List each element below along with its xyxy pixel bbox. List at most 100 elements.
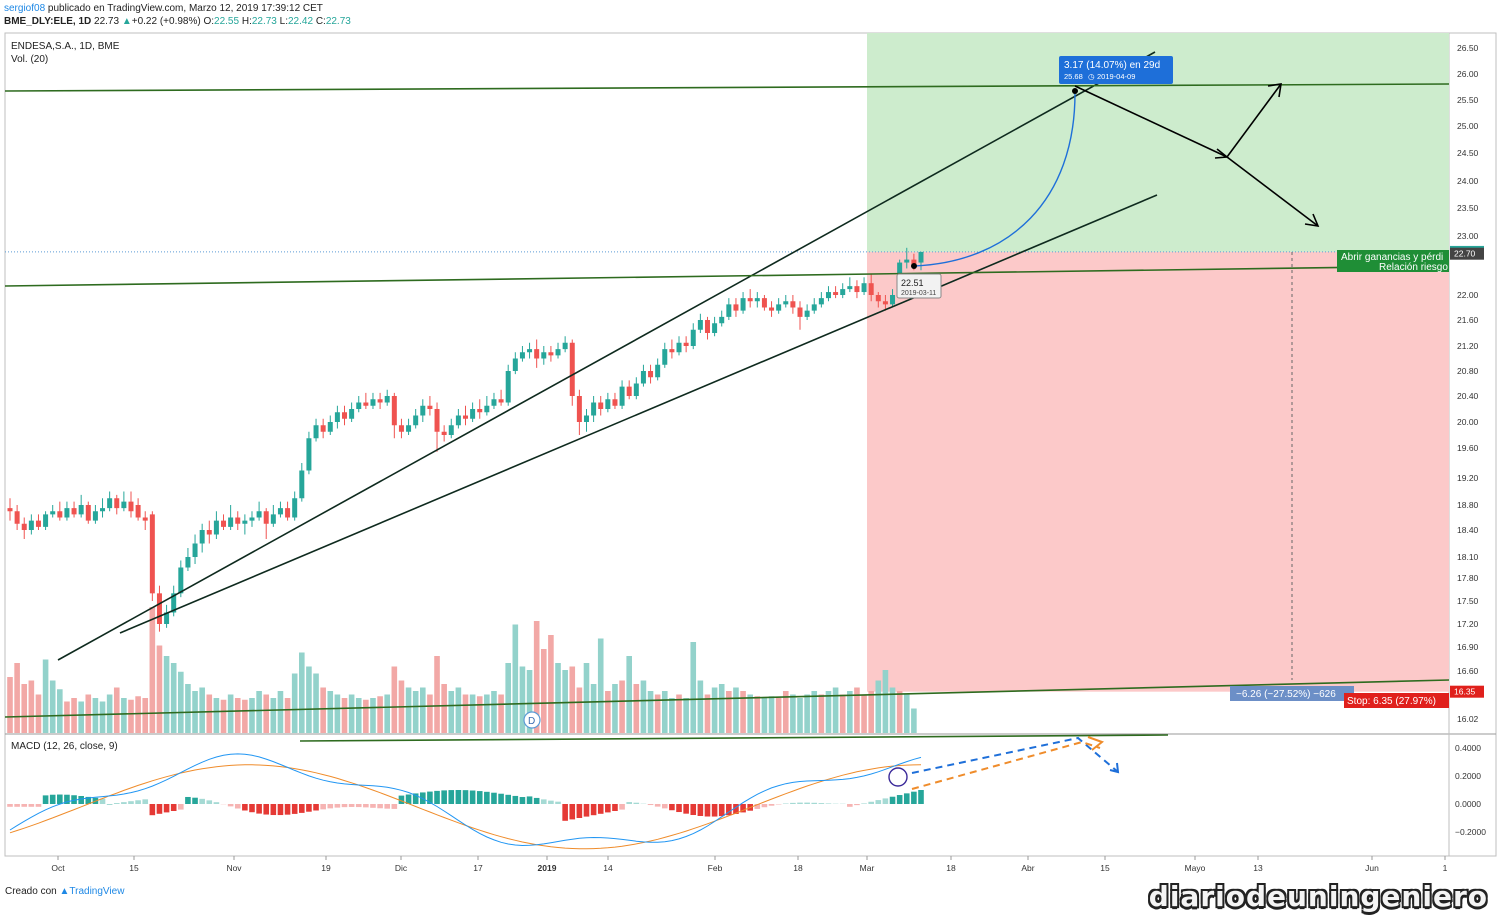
- volume-bar: [533, 621, 540, 733]
- macd-histogram-bar: [291, 804, 298, 814]
- time-tick-label: 18: [793, 863, 803, 873]
- volume-bar: [889, 687, 896, 733]
- last-price: 22.73: [94, 16, 120, 27]
- macd-histogram-bar: [476, 791, 483, 804]
- time-tick-label: 18: [946, 863, 956, 873]
- candle-body: [847, 286, 853, 290]
- macd-histogram-bar: [754, 804, 761, 809]
- macd-histogram-bar: [57, 794, 63, 804]
- candle-body: [548, 352, 554, 356]
- volume-bar: [320, 687, 326, 733]
- candle-body: [904, 259, 910, 263]
- candle-body: [263, 511, 269, 524]
- macd-histogram-bar: [21, 804, 28, 807]
- macd-histogram-bar: [299, 804, 305, 813]
- candle-body: [342, 412, 348, 419]
- header-line-2: BME_DLY:ELE, 1D 22.73 ▲+0.22 (+0.98%) O:…: [4, 16, 351, 27]
- volume-bar: [57, 689, 63, 733]
- projection-curve[interactable]: [913, 92, 1076, 267]
- macd-histogram-bar: [462, 790, 469, 804]
- macd-histogram-bar: [612, 804, 618, 811]
- stop-label-box[interactable]: [1344, 693, 1449, 708]
- volume-bar: [213, 698, 220, 733]
- macd-histogram-bar: [569, 804, 576, 820]
- candle-body: [384, 396, 390, 403]
- macd-histogram-bar: [740, 804, 746, 813]
- entry-point-marker[interactable]: [911, 263, 917, 269]
- candle-body: [349, 409, 355, 419]
- price-tick-label: 24.00: [1457, 176, 1479, 186]
- main-pane-title: ENDESA,S.A., 1D, BME: [11, 41, 120, 52]
- time-tick-label: Feb: [708, 863, 723, 873]
- macd-histogram-bar: [903, 793, 910, 804]
- channel-lower-line[interactable]: [119, 194, 1158, 634]
- volume-bar: [156, 645, 163, 733]
- macd-histogram-bar: [234, 804, 241, 809]
- candle-body: [534, 349, 540, 359]
- candle-body: [591, 402, 597, 416]
- macd-cross-marker[interactable]: [888, 767, 908, 787]
- candle-body: [583, 415, 589, 422]
- volume-bar: [825, 691, 832, 733]
- profit-label-box[interactable]: [1337, 250, 1449, 272]
- macd-histogram-bar: [854, 804, 860, 806]
- resistance-top-line[interactable]: [4, 83, 1450, 92]
- target-point-marker[interactable]: [1072, 88, 1078, 94]
- symbol-label: BME_DLY:ELE, 1D: [4, 16, 92, 27]
- arrow-head-3: [1214, 148, 1230, 159]
- candle-body: [840, 289, 846, 295]
- macd-histogram-bar: [441, 790, 447, 804]
- price-tick-label: 16.02: [1457, 714, 1479, 724]
- price-tag-label: 22.70: [1454, 249, 1476, 259]
- author-name[interactable]: sergiof08: [4, 3, 46, 14]
- volume-bar: [505, 663, 512, 733]
- stop-distance-box[interactable]: [1230, 686, 1354, 701]
- candle-body: [135, 505, 141, 518]
- candle-body: [434, 409, 440, 432]
- volume-bar: [469, 694, 476, 733]
- volume-bar: [128, 699, 134, 733]
- candle-body: [50, 511, 56, 515]
- volume-bar: [832, 687, 839, 733]
- macd-histogram-bar: [121, 802, 127, 804]
- macd-histogram-bar: [597, 804, 604, 814]
- candle-body: [697, 320, 703, 330]
- projection-arrows[interactable]: [1074, 83, 1320, 228]
- macd-top-line[interactable]: [299, 734, 1169, 742]
- candle-body: [313, 425, 319, 439]
- volume-bar: [227, 694, 234, 733]
- volume-bar: [185, 684, 191, 733]
- macd-histogram-bar: [185, 796, 191, 804]
- channel-upper-line[interactable]: [57, 51, 1156, 661]
- volume-bar: [178, 671, 184, 733]
- macd-histogram-bar: [213, 802, 220, 804]
- loss-zone[interactable]: [867, 251, 1449, 692]
- macd-histogram-bar: [562, 804, 568, 821]
- volume-bar: [854, 687, 860, 733]
- volume-bar: [633, 684, 640, 733]
- macd-histogram-bar: [405, 794, 412, 804]
- volume-bar: [669, 698, 675, 733]
- candle-body: [455, 415, 461, 426]
- candle-body: [235, 517, 241, 524]
- volume-bar: [135, 696, 141, 733]
- target-box[interactable]: [1059, 56, 1173, 84]
- macd-histogram-bar: [654, 804, 661, 807]
- footer-brand[interactable]: TradingView: [69, 886, 125, 897]
- macd-projection-blue[interactable]: [911, 736, 1119, 774]
- macd-histogram-bar: [661, 804, 668, 809]
- volume-bar: [726, 691, 732, 733]
- macd-histogram-bar: [170, 804, 177, 811]
- volume-bar: [491, 691, 497, 733]
- volume-support-line[interactable]: [4, 679, 1450, 718]
- macd-projection-orange[interactable]: [911, 740, 1101, 790]
- candle-body: [719, 316, 725, 324]
- dividend-marker[interactable]: [523, 711, 541, 729]
- candle-body: [519, 352, 525, 359]
- high-label: H:: [241, 16, 252, 27]
- resistance-mid-line[interactable]: [4, 265, 1450, 287]
- footer: Creado con ▲TradingView: [5, 886, 124, 897]
- macd-histogram-bar: [355, 804, 362, 808]
- candle-body: [199, 530, 205, 544]
